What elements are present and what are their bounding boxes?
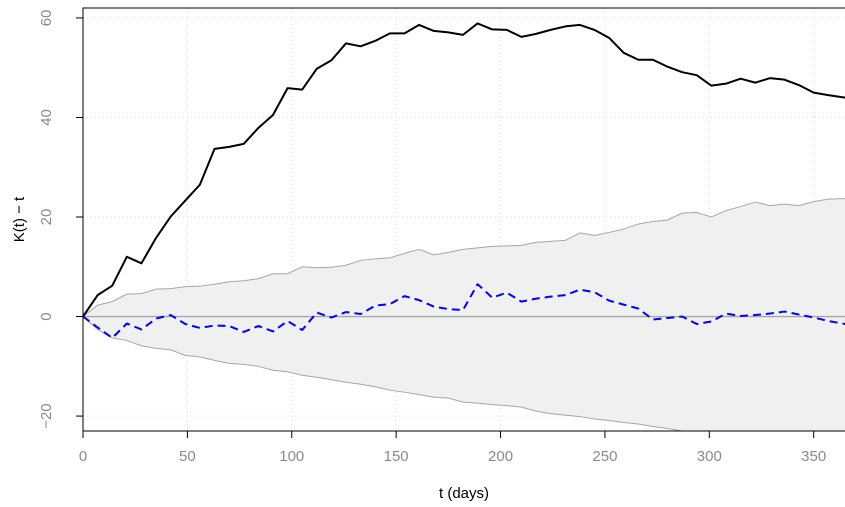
envelope-lower-line <box>83 316 686 431</box>
y-tick-label-4: 60 <box>38 10 55 27</box>
x-tick-label-2: 100 <box>279 448 304 465</box>
y-tick-label-2: 20 <box>38 209 55 226</box>
x-tick-label-3: 150 <box>384 448 409 465</box>
x-tick-label-0: 0 <box>79 448 87 465</box>
plot-area <box>83 22 845 431</box>
x-tick-label-6: 300 <box>697 448 722 465</box>
series-line-solid <box>83 22 845 318</box>
x-tick-label-5: 250 <box>592 448 617 465</box>
x-tick-label-1: 50 <box>179 448 196 465</box>
y-tick-label-3: 40 <box>38 109 55 126</box>
y-axis-title: K(t) − t <box>11 196 28 242</box>
plot-frame <box>82 7 845 432</box>
x-axis-title: t (days) <box>439 485 489 502</box>
y-tick-label-0: −20 <box>38 403 55 428</box>
x-tick-label-7: 350 <box>801 448 826 465</box>
y-tick-label-1: 0 <box>38 312 55 320</box>
axes: 0 50 100 150 200 250 300 350 −20 0 20 40 60 <box>38 10 826 465</box>
envelope-upper-line <box>83 198 845 317</box>
x-tick-label-4: 200 <box>488 448 513 465</box>
series-line-dashed <box>83 283 845 339</box>
envelope-band <box>83 198 845 431</box>
